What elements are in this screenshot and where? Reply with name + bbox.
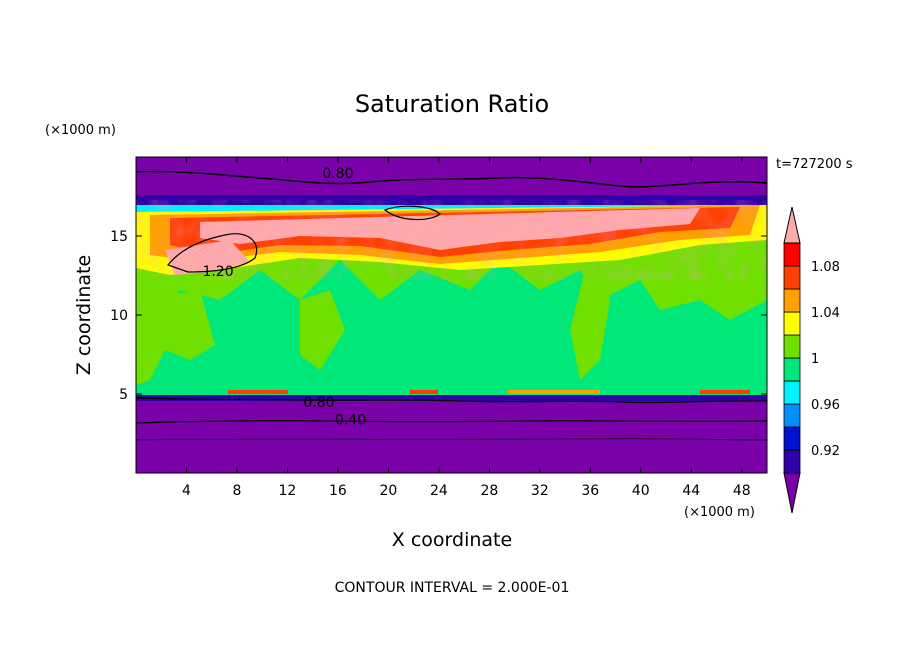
streak-1 — [228, 390, 288, 394]
y-tick-label: 10 — [110, 308, 128, 324]
y-units-label: (×1000 m) — [45, 123, 116, 138]
x-tick-label: 36 — [581, 483, 599, 499]
x-tick-label: 24 — [430, 483, 448, 499]
time-label: t=727200 s — [776, 157, 853, 172]
y-tick-label: 15 — [110, 229, 128, 245]
colorbar-tick-label: 0.92 — [811, 444, 840, 459]
x-tick-label: 16 — [329, 483, 347, 499]
colorbar-bin — [783, 288, 801, 313]
x-tick-label: 8 — [232, 483, 241, 499]
colorbar-bin — [783, 403, 801, 428]
chart-title: Saturation Ratio — [355, 90, 549, 118]
contour-label: 1.20 — [202, 264, 233, 280]
field-lower-blue — [136, 395, 767, 401]
contour-040 — [136, 420, 767, 424]
colorbar-bin — [783, 265, 801, 290]
x-units-label: (×1000 m) — [684, 505, 755, 520]
y-tick-label: 5 — [119, 387, 128, 403]
colorbar-under-triangle — [783, 472, 801, 514]
streak-2 — [410, 390, 438, 394]
x-tick-label: 32 — [531, 483, 549, 499]
colorbar-tick-label: 1 — [811, 352, 819, 367]
field-texture — [136, 200, 767, 280]
x-tick-label: 44 — [682, 483, 700, 499]
y-axis-label: Z coordinate — [73, 255, 95, 375]
footer-contour-interval: CONTOUR INTERVAL = 2.000E-01 — [335, 580, 570, 596]
streak-4 — [700, 390, 750, 394]
x-tick-label: 20 — [379, 483, 397, 499]
field-wet-left — [136, 290, 215, 385]
x-tick-label: 28 — [480, 483, 498, 499]
x-axis-label: X coordinate — [392, 529, 512, 551]
colorbar-bin — [783, 426, 801, 451]
y-axis-ticks: 5 10 15 — [110, 229, 767, 403]
contour-labels: 0.801.200.800.40 — [202, 166, 366, 428]
colorbar-bin — [783, 380, 801, 405]
colorbar-bin — [783, 334, 801, 359]
contour-label: 0.40 — [335, 412, 366, 428]
colorbar-tick-label: 1.04 — [811, 306, 840, 321]
colorbar-bin — [783, 242, 801, 267]
colorbar-bin — [783, 311, 801, 336]
streak-3 — [508, 390, 600, 394]
colorbar: 0.92 0.96 1 1.04 1.08 — [783, 206, 840, 514]
x-tick-label: 48 — [733, 483, 751, 499]
x-tick-label: 40 — [632, 483, 650, 499]
field-wet-mid — [300, 290, 345, 370]
x-tick-label: 12 — [279, 483, 297, 499]
contour-label: 0.80 — [303, 395, 334, 411]
colorbar-bin — [783, 357, 801, 382]
contour-lower-faint — [136, 438, 767, 441]
contour-080-bottom — [136, 397, 767, 404]
contour-120 — [167, 205, 441, 273]
contour-080-top — [136, 170, 767, 188]
colorbar-tick-label: 1.08 — [811, 260, 840, 275]
colorbar-over-triangle — [783, 206, 801, 244]
x-axis-ticks: 4 8 12 16 20 24 28 32 36 40 44 48 — [182, 157, 751, 499]
contour-label: 0.80 — [322, 166, 353, 182]
colorbar-tick-label: 0.96 — [811, 398, 840, 413]
plot-area: 0.801.200.800.40 — [136, 157, 767, 473]
colorbar-bin — [783, 449, 801, 474]
x-tick-label: 4 — [182, 483, 191, 499]
field-wet-right — [570, 250, 610, 380]
